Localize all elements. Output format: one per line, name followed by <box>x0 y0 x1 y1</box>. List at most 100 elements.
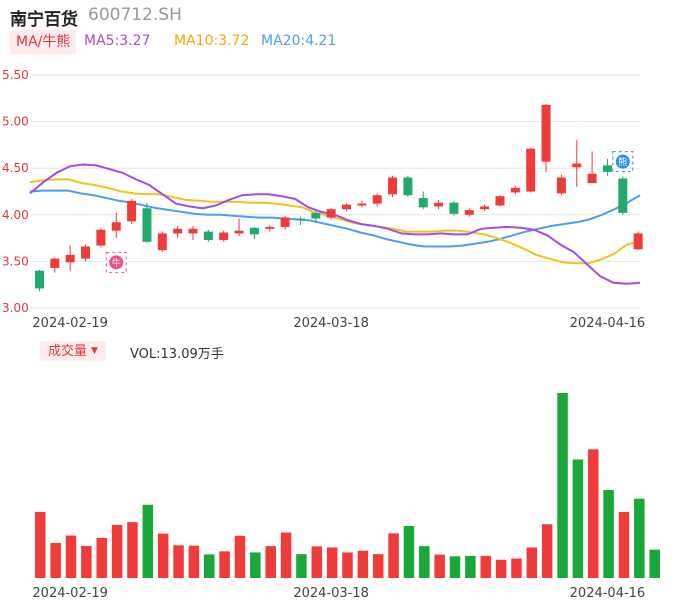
volume-x-tick-label: 2024-02-19 <box>32 586 108 601</box>
volume-bar <box>419 546 430 578</box>
candle <box>50 257 60 273</box>
marker-dot <box>109 255 124 270</box>
stock-code: 600712.SH <box>88 5 182 25</box>
candle-body <box>357 203 367 206</box>
volume-bar <box>96 537 107 578</box>
candle <box>127 198 137 225</box>
candle-body <box>265 226 275 229</box>
candle-body <box>372 195 382 204</box>
candle-body <box>219 232 229 240</box>
volume-tag-label: 成交量 <box>48 344 88 359</box>
candle <box>556 174 566 196</box>
candle-body <box>280 217 290 227</box>
candle-body <box>203 231 213 240</box>
candle <box>249 226 259 240</box>
volume-bar <box>480 555 491 578</box>
candle <box>434 199 444 210</box>
candle <box>219 230 229 242</box>
candle-body <box>602 165 612 172</box>
candle-body <box>633 233 643 250</box>
candle-body <box>81 246 91 259</box>
candle <box>541 103 551 172</box>
y-tick-label: 3.00 <box>2 301 29 315</box>
candle <box>65 245 75 271</box>
candle-body <box>434 202 444 207</box>
y-tick-label: 4.50 <box>2 161 29 175</box>
volume-bar <box>188 545 200 578</box>
candle <box>234 218 244 237</box>
candle-body <box>234 230 244 234</box>
volume-bar <box>326 547 338 578</box>
x-tick-label: 2024-04-16 <box>570 316 646 331</box>
volume-bar <box>357 550 369 578</box>
ma20-legend: MA20:4.21 <box>261 33 337 49</box>
candle-body <box>342 204 351 210</box>
bull-marker-icon: 牛 <box>105 251 127 273</box>
candle <box>602 158 612 176</box>
ma10-line <box>29 178 641 265</box>
volume-bar <box>50 542 61 578</box>
candle <box>526 147 536 193</box>
volume-bar <box>603 490 614 578</box>
volume-bar <box>219 551 230 578</box>
volume-bar <box>495 559 507 578</box>
candle <box>618 176 628 215</box>
x-tick-label: 2024-02-19 <box>32 316 108 331</box>
volume-bar <box>465 555 476 578</box>
candle-body <box>96 229 106 246</box>
volume-bar <box>111 524 123 578</box>
y-tick-label: 5.50 <box>2 68 29 82</box>
candle <box>188 225 198 240</box>
volume-bar <box>557 393 568 578</box>
y-tick-label: 5.00 <box>2 115 29 129</box>
ma-indicator-selector[interactable]: MA/牛熊 <box>10 30 77 54</box>
candle <box>357 200 367 208</box>
candle-body <box>618 178 628 213</box>
volume-bar <box>173 545 184 578</box>
stock-name: 南宁百货 <box>10 10 78 30</box>
candle <box>449 200 459 216</box>
ma10-legend: MA10:3.72 <box>174 33 250 49</box>
volume-bar <box>434 554 445 578</box>
candle <box>388 175 398 198</box>
volume-bar <box>618 511 630 578</box>
volume-x-tick-label: 2024-03-18 <box>293 586 369 601</box>
volume-bar <box>157 533 169 578</box>
volume-bar <box>449 556 461 578</box>
marker-label: 牛 <box>112 257 121 269</box>
marker-frame <box>612 151 634 173</box>
candle-body <box>449 202 459 214</box>
marker-dot <box>615 154 630 169</box>
candle <box>633 231 643 251</box>
candle-body <box>541 104 551 162</box>
dropdown-arrow-icon: ▼ <box>91 346 98 356</box>
volume-bar <box>65 535 77 578</box>
candle <box>35 269 44 292</box>
volume-bar <box>572 459 584 578</box>
candle-body <box>65 254 75 263</box>
candle-body <box>188 228 198 234</box>
marker-frame <box>105 251 127 273</box>
volume-bar <box>634 498 645 578</box>
candle <box>418 191 428 210</box>
candle <box>203 229 213 242</box>
ma5-legend: MA5:3.27 <box>84 33 151 49</box>
candle <box>280 215 290 230</box>
candle-body <box>157 233 167 251</box>
x-tick-label: 2024-03-18 <box>293 316 369 331</box>
candle-body <box>173 228 183 234</box>
candle <box>372 193 382 207</box>
volume-indicator-selector[interactable]: 成交量 ▼ <box>40 341 106 361</box>
candle-body <box>464 210 474 215</box>
candle <box>587 151 597 184</box>
volume-bar <box>403 526 415 578</box>
candle <box>311 211 321 223</box>
candle <box>295 216 305 226</box>
volume-bar <box>541 524 553 578</box>
marker-label: 熊 <box>618 156 627 168</box>
volume-bar <box>588 449 599 578</box>
candle <box>157 231 167 253</box>
volume-bar <box>296 554 307 578</box>
volume-bar <box>127 522 138 578</box>
